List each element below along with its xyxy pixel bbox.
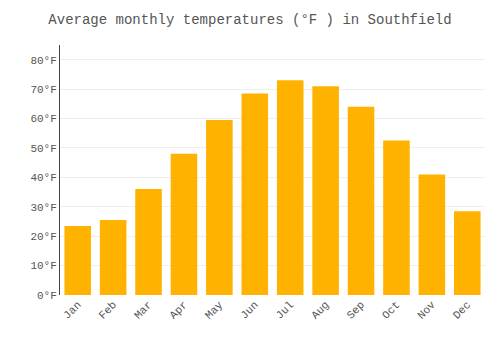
svg-text:Aug: Aug (309, 299, 331, 321)
svg-text:40°F: 40°F (30, 172, 56, 184)
svg-text:Jan: Jan (61, 299, 83, 321)
svg-text:Feb: Feb (97, 299, 119, 321)
svg-text:70°F: 70°F (30, 84, 56, 96)
svg-text:20°F: 20°F (30, 231, 56, 243)
svg-text:Jun: Jun (238, 299, 260, 321)
svg-text:Mar: Mar (132, 299, 154, 321)
svg-text:Apr: Apr (167, 299, 189, 321)
svg-text:60°F: 60°F (30, 113, 56, 125)
svg-text:Average monthly temperatures (: Average monthly temperatures (°F ) in So… (48, 12, 451, 28)
svg-text:80°F: 80°F (30, 55, 56, 67)
svg-text:10°F: 10°F (30, 260, 56, 272)
svg-text:0°F: 0°F (37, 290, 57, 302)
svg-text:Jul: Jul (274, 299, 296, 321)
svg-text:Oct: Oct (380, 299, 402, 321)
svg-text:Nov: Nov (415, 299, 438, 322)
svg-text:50°F: 50°F (30, 143, 56, 155)
svg-text:Dec: Dec (451, 299, 473, 321)
svg-text:May: May (203, 299, 226, 322)
svg-text:30°F: 30°F (30, 202, 56, 214)
svg-text:Sep: Sep (345, 299, 367, 321)
